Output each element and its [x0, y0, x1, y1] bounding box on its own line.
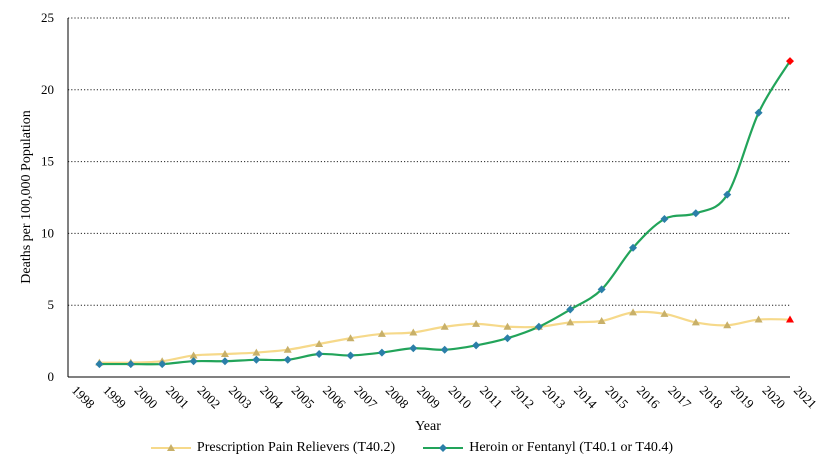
data-point-s1-2002: [189, 357, 198, 366]
x-tick-label: 2003: [226, 383, 255, 412]
data-point-s1-2008: [377, 348, 386, 357]
x-tick-label: 2013: [540, 383, 569, 412]
data-point-s1-1999: [95, 360, 104, 369]
data-point-s0-2005: [283, 345, 292, 353]
data-point-s0-2003: [220, 350, 229, 358]
x-tick-label: 2009: [414, 383, 443, 412]
data-point-s1-2000: [126, 360, 135, 369]
y-tick-labels: 0 5 10 15 20 25: [41, 10, 54, 384]
data-point-s1-2006: [315, 350, 324, 359]
data-point-s1-2010: [440, 345, 449, 354]
x-tick-labels: 1998 1999 2000 2001 2002 2003 2004 2005 2006 2007…: [69, 383, 820, 412]
data-point-s1-2011: [472, 341, 481, 350]
x-tick-label: 2019: [728, 383, 757, 412]
data-point-s0-2021: [786, 315, 794, 323]
data-point-s0-2012: [503, 322, 512, 330]
data-point-s1-2015: [597, 285, 606, 294]
legend-label-prescription: Prescription Pain Relievers (T40.2): [196, 440, 396, 455]
x-tick-label: 2018: [697, 383, 726, 412]
gridlines: [68, 17, 790, 306]
series-line-0: [99, 310, 791, 364]
data-point-s1-2012: [503, 334, 512, 343]
data-point-s0-2016: [629, 308, 638, 316]
data-point-s0-2007: [346, 334, 355, 342]
series-line-1: [99, 60, 791, 366]
data-point-s1-2017: [660, 215, 669, 224]
data-point-s0-2011: [472, 319, 481, 327]
x-tick-label: 2016: [634, 383, 663, 412]
data-point-s1-2016: [629, 243, 638, 252]
legend-swatch-heroin-fentanyl: [423, 444, 464, 452]
y-tick-label: 10: [41, 225, 54, 240]
legend: Prescription Pain Relievers (T40.2) Hero…: [0, 436, 824, 460]
data-point-s0-2015: [597, 316, 606, 324]
y-tick-label: 0: [48, 369, 55, 384]
x-tick-label: 2015: [603, 383, 632, 412]
series-lines: [99, 60, 791, 366]
x-tick-label: 2020: [759, 383, 788, 412]
x-tick-label: 2021: [791, 383, 820, 412]
legend-label-heroin-fentanyl: Heroin or Fentanyl (T40.1 or T40.4): [469, 440, 674, 455]
data-point-s1-2007: [346, 351, 355, 360]
data-point-s1-2003: [220, 357, 229, 366]
x-axis-title: Year: [415, 419, 441, 434]
x-tick-label: 2012: [508, 383, 537, 412]
x-tick-label: 1999: [100, 383, 129, 412]
y-tick-label: 15: [41, 154, 54, 169]
x-tick-label: 2010: [446, 383, 475, 412]
data-point-s0-2014: [566, 318, 575, 326]
data-point-s1-2005: [283, 355, 292, 364]
data-point-s1-2013: [534, 322, 543, 331]
series-markers: [95, 57, 794, 369]
data-point-s1-2019: [723, 190, 732, 199]
data-point-s1-2018: [691, 209, 700, 218]
x-tick-label: 2008: [383, 383, 412, 412]
data-point-s0-2006: [315, 339, 324, 347]
data-point-s1-2021: [786, 57, 794, 66]
data-point-s1-2001: [158, 360, 167, 369]
data-point-s0-2008: [377, 329, 386, 337]
x-tick-label: 2002: [194, 383, 223, 412]
x-tick-label: 2001: [163, 383, 192, 412]
y-axis-title: Deaths per 100,000 Population: [19, 110, 34, 283]
legend-swatch-prescription: [150, 444, 191, 451]
data-point-s0-2018: [691, 318, 700, 326]
y-tick-label: 5: [48, 297, 55, 312]
data-point-s1-2004: [252, 355, 261, 364]
data-point-s0-2004: [252, 348, 261, 356]
x-tick-label: 2011: [477, 383, 506, 412]
data-point-s1-2014: [566, 305, 575, 314]
axes: [67, 18, 790, 378]
data-point-s0-2009: [409, 328, 418, 336]
data-point-s1-2009: [409, 344, 418, 353]
legend-item-prescription: Prescription Pain Relievers (T40.2): [150, 440, 396, 456]
data-point-s0-2019: [723, 321, 732, 329]
data-point-s1-2020: [754, 108, 763, 117]
y-tick-label: 20: [41, 82, 54, 97]
x-tick-label: 1998: [69, 383, 98, 412]
data-point-s0-2020: [754, 315, 763, 323]
legend-item-heroin-fentanyl: Heroin or Fentanyl (T40.1 or T40.4): [423, 440, 673, 456]
data-point-s0-2010: [440, 322, 449, 330]
data-point-s0-2017: [660, 309, 669, 317]
x-tick-label: 2007: [351, 383, 380, 412]
x-tick-label: 2004: [257, 383, 286, 412]
x-tick-label: 2014: [571, 383, 600, 412]
x-tick-label: 2017: [665, 383, 694, 412]
x-tick-label: 2000: [132, 383, 161, 412]
x-tick-label: 2006: [320, 383, 349, 412]
data-point-s0-2002: [189, 351, 198, 359]
x-tick-label: 2005: [289, 383, 318, 412]
y-tick-label: 25: [41, 10, 54, 25]
